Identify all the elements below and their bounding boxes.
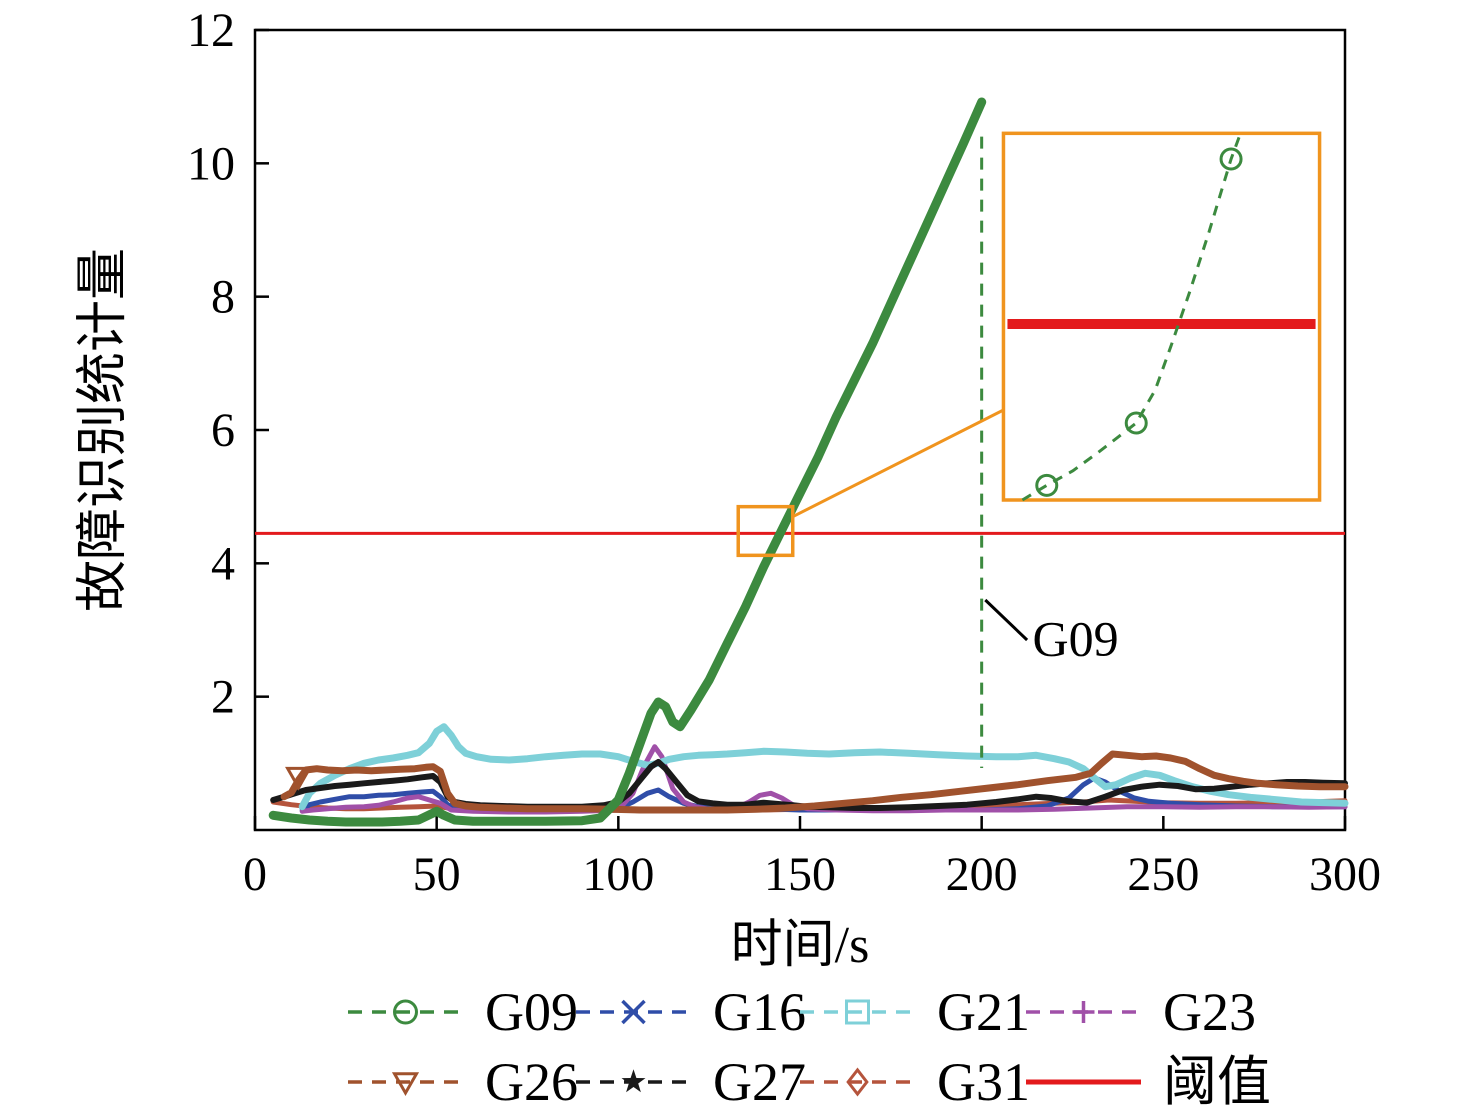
legend-item-G31: G31 xyxy=(800,1052,1030,1112)
legend-item-G23: G23 xyxy=(1026,982,1256,1042)
y-tick-label: 8 xyxy=(211,271,235,324)
y-tick-label: 12 xyxy=(187,4,235,57)
inset-g09-marker xyxy=(1219,147,1243,171)
series-G26-line xyxy=(280,750,1349,814)
legend-item-G27: G27 xyxy=(576,1052,806,1112)
legend-marker-G09 xyxy=(393,999,418,1025)
inset-g09-marker xyxy=(1124,411,1148,435)
series-G27-line xyxy=(270,759,1348,811)
zoom-source-box xyxy=(736,504,795,558)
x-axis-label: 时间/s xyxy=(731,917,870,974)
series-G09-line xyxy=(268,97,987,827)
legend-label-G09: G09 xyxy=(485,982,578,1042)
legend-label-G31: G31 xyxy=(937,1052,1030,1112)
x-tick-label: 100 xyxy=(582,848,654,901)
series-G21-line xyxy=(298,723,1349,811)
inset-g09-marker xyxy=(1035,473,1059,497)
y-tick-label: 10 xyxy=(187,137,235,190)
legend-label-G23: G23 xyxy=(1163,982,1256,1042)
zoom-connector-line xyxy=(792,408,1005,519)
y-axis-label: 故障识别统计量 xyxy=(75,248,132,612)
legend-label-G21: G21 xyxy=(937,982,1030,1042)
axis-ticks: 0 50 100 150 200 250 300 2 4 6 8 10 12 xyxy=(187,4,1381,901)
legend-item-G21: G21 xyxy=(800,982,1030,1042)
x-tick-label: 0 xyxy=(243,848,267,901)
legend-marker-G23 xyxy=(1072,1001,1095,1023)
legend: G09 G16 G21 G23 G26 G27 G31 阈值 xyxy=(348,982,1271,1112)
legend-marker-G21 xyxy=(845,999,870,1025)
legend-item-threshold: 阈值 xyxy=(1026,1052,1271,1112)
zoom-inset xyxy=(1001,131,1322,502)
zoom-inset-border xyxy=(1001,131,1322,502)
x-tick-label: 250 xyxy=(1127,848,1199,901)
legend-marker-G26 xyxy=(391,1072,420,1097)
series-lines xyxy=(268,97,1349,827)
legend-item-G26: G26 xyxy=(348,1052,578,1112)
legend-label-threshold: 阈值 xyxy=(1163,1052,1271,1112)
annotation-leader xyxy=(984,598,1029,642)
x-tick-label: 150 xyxy=(764,848,836,901)
legend-marker-G27 xyxy=(621,1069,646,1093)
x-tick-label: 50 xyxy=(413,848,461,901)
y-tick-label: 4 xyxy=(211,537,235,590)
x-tick-label: 300 xyxy=(1309,848,1381,901)
legend-marker-G16 xyxy=(621,999,646,1025)
legend-label-G27: G27 xyxy=(713,1052,806,1112)
x-tick-label: 200 xyxy=(946,848,1018,901)
legend-label-G26: G26 xyxy=(485,1052,578,1112)
series-G26-marker xyxy=(285,766,313,791)
y-tick-label: 6 xyxy=(211,404,235,457)
legend-label-G16: G16 xyxy=(713,982,806,1042)
legend-marker-G31 xyxy=(846,1067,869,1097)
legend-item-G09: G09 xyxy=(348,982,578,1042)
legend-item-G16: G16 xyxy=(576,982,806,1042)
y-tick-label: 2 xyxy=(211,671,235,724)
annotation-label: G09 xyxy=(1033,610,1119,666)
